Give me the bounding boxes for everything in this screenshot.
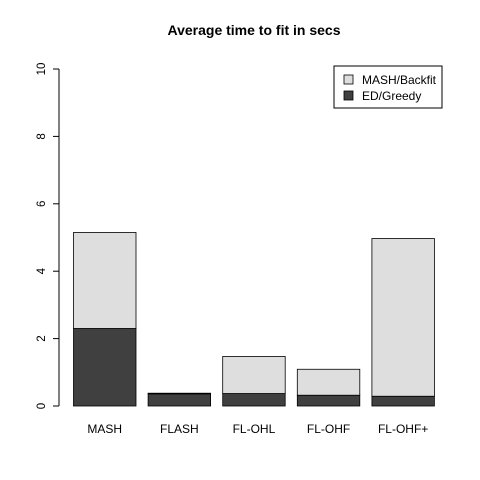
chart-title: Average time to fit in secs [168,22,341,38]
bar-flash-mash-backfit [147,392,212,395]
bar-mash-mash-backfit [73,232,137,329]
x-axis-labels: MASH FLASH FL-OHL FL-OHF FL-OHF+ [87,422,428,436]
legend-swatch-mash-backfit [343,74,354,85]
y-tick-label: 2 [36,335,48,341]
y-tick-label: 6 [36,201,48,207]
x-category-label: FL-OHF [307,422,350,436]
legend-label-mash-backfit: MASH/Backfit [362,73,437,87]
bar-fl-ohf--ed-greedy [371,395,435,407]
bar-fl-ohl-ed-greedy [222,393,286,407]
y-tick-label: 8 [36,133,48,139]
x-category-label: FLASH [160,422,199,436]
legend: MASH/Backfit ED/Greedy [333,65,443,109]
x-category-label: FL-OHF+ [378,422,428,436]
bar-fl-ohf-mash-backfit [296,368,361,396]
y-tick-label: 4 [36,267,48,274]
bar-flash-ed-greedy [147,393,212,407]
bar-fl-ohl-mash-backfit [222,356,286,394]
y-tick-label: 0 [36,403,48,409]
bar-mash-ed-greedy [73,328,137,407]
legend-box [333,65,443,109]
legend-swatch-ed-greedy [343,90,354,101]
legend-label-ed-greedy: ED/Greedy [362,89,421,103]
bar-fl-ohf--mash-backfit [371,238,435,397]
y-axis: 0 2 4 6 8 10 [36,63,60,409]
bar-fl-ohf-ed-greedy [296,394,361,407]
y-tick-label: 10 [36,63,48,76]
x-category-label: MASH [87,422,122,436]
bars [73,232,435,407]
x-category-label: FL-OHL [233,422,276,436]
